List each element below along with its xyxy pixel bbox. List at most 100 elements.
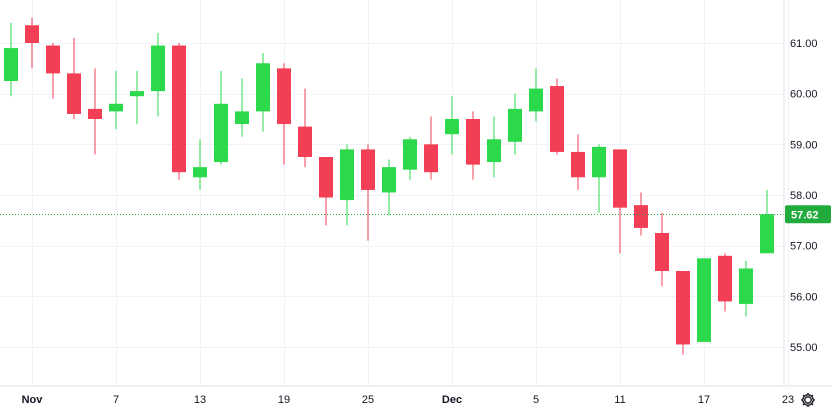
price-axis-labels: 55.00 56.00 57.00 58.00 59.00 60.00 61.00 xyxy=(790,38,818,354)
candle-body xyxy=(403,139,417,170)
price-tick-label: 60.00 xyxy=(790,89,818,101)
candle xyxy=(235,78,249,137)
candle xyxy=(634,192,648,236)
candle xyxy=(88,68,102,155)
time-tick-label: 5 xyxy=(533,394,539,406)
last-price-badge-bg xyxy=(785,205,831,224)
candle-body xyxy=(382,167,396,193)
candle xyxy=(676,271,690,355)
candle-body xyxy=(361,149,375,190)
candle-body xyxy=(214,103,228,163)
candle xyxy=(529,68,543,122)
time-tick-label: 23 xyxy=(782,394,794,406)
candle-body xyxy=(277,68,291,125)
candle-body xyxy=(634,205,648,228)
candle xyxy=(487,116,501,178)
candle-body xyxy=(4,48,18,81)
candle xyxy=(760,189,774,254)
candle-body xyxy=(130,91,144,97)
candle-body xyxy=(298,126,312,157)
candle xyxy=(319,157,333,226)
candle xyxy=(298,88,312,168)
last-price-badge: 57.62 xyxy=(785,205,831,224)
candle-body xyxy=(424,144,438,173)
candle xyxy=(592,144,606,213)
candle-body xyxy=(760,214,774,254)
candles xyxy=(4,17,774,355)
candle xyxy=(718,253,732,312)
candle xyxy=(403,136,417,180)
time-tick-label: 11 xyxy=(614,394,625,406)
candle xyxy=(613,149,627,254)
candle-body xyxy=(235,111,249,125)
candle-body xyxy=(529,88,543,112)
candle xyxy=(151,32,165,117)
candle-body xyxy=(256,63,270,112)
candle xyxy=(172,43,186,180)
candle-body xyxy=(319,157,333,198)
candle-body xyxy=(592,146,606,178)
candle-body xyxy=(88,108,102,119)
candle xyxy=(655,212,669,287)
price-tick-label: 58.00 xyxy=(790,190,818,202)
price-tick-label: 56.00 xyxy=(790,291,818,303)
candle xyxy=(382,159,396,216)
time-tick-label: 25 xyxy=(362,394,374,406)
candle xyxy=(130,70,144,125)
candle xyxy=(739,260,753,317)
candle xyxy=(4,22,18,97)
candle xyxy=(340,144,354,226)
candle xyxy=(109,70,123,130)
price-tick-label: 61.00 xyxy=(790,38,818,50)
candle-body xyxy=(676,271,690,345)
candle-body xyxy=(445,119,459,135)
candle-body xyxy=(172,45,186,173)
candle-body xyxy=(571,151,585,178)
candle-body xyxy=(697,258,711,342)
candle-body xyxy=(487,139,501,163)
candle xyxy=(571,134,585,190)
candle-body xyxy=(193,167,207,178)
time-tick-label: 19 xyxy=(278,394,290,406)
candle-body xyxy=(613,149,627,208)
candle xyxy=(508,93,522,155)
candle xyxy=(46,43,60,99)
candle xyxy=(550,78,564,155)
candle xyxy=(25,17,39,69)
candle xyxy=(697,258,711,342)
candle-body xyxy=(46,45,60,74)
candle-body xyxy=(655,233,669,271)
price-tick-label: 57.00 xyxy=(790,241,818,253)
price-tick-label: 55.00 xyxy=(790,342,818,354)
candle xyxy=(361,144,375,241)
candle-body xyxy=(151,45,165,92)
price-tick-label: 59.00 xyxy=(790,139,818,151)
candle xyxy=(256,53,270,132)
candle xyxy=(193,139,207,190)
gear-icon xyxy=(801,393,815,407)
candle-body xyxy=(25,25,39,43)
candle xyxy=(214,70,228,165)
candle-body xyxy=(718,255,732,302)
candle-body xyxy=(508,108,522,142)
candle xyxy=(424,116,438,180)
candle xyxy=(445,96,459,155)
candle-body xyxy=(739,268,753,304)
last-price-label: 57.62 xyxy=(791,209,819,221)
candle-body xyxy=(340,149,354,201)
candle xyxy=(67,37,81,119)
time-tick-label: 17 xyxy=(698,394,710,406)
time-tick-label: 13 xyxy=(194,394,206,406)
settings-button[interactable] xyxy=(801,393,815,407)
candle-body xyxy=(67,73,81,114)
candle-body xyxy=(550,86,564,152)
time-tick-label: Dec xyxy=(442,394,462,406)
candle xyxy=(277,63,291,165)
time-axis-labels: Nov 7 13 19 25 Dec 5 11 17 23 xyxy=(22,394,795,406)
grid-lines xyxy=(0,0,789,386)
candle xyxy=(466,111,480,180)
time-tick-label: 7 xyxy=(113,394,119,406)
candle-body xyxy=(109,103,123,112)
candle-body xyxy=(466,119,480,165)
